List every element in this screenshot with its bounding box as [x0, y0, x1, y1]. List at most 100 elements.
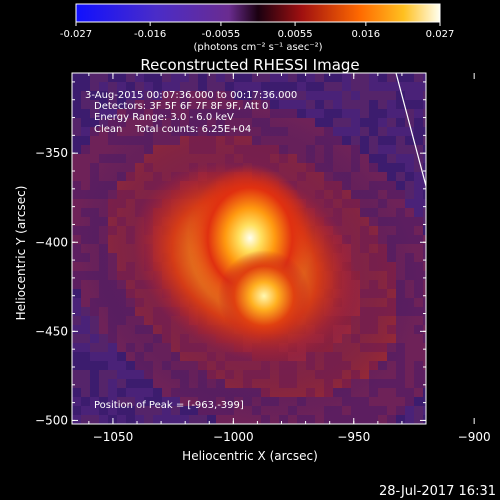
heatmap-cell — [81, 91, 90, 100]
heatmap-cell — [90, 397, 99, 406]
heatmap-cell — [333, 82, 342, 91]
heatmap-cell — [99, 118, 108, 127]
heatmap-cell — [396, 154, 405, 163]
heatmap-cell — [198, 415, 207, 424]
heatmap-cell — [423, 109, 426, 118]
heatmap-cell — [423, 253, 426, 262]
heatmap-cell — [396, 361, 405, 370]
heatmap-cell — [414, 181, 423, 190]
heatmap-cell — [342, 406, 351, 415]
heatmap-cell — [180, 406, 189, 415]
heatmap-cell — [72, 145, 81, 154]
heatmap-cell — [423, 217, 426, 226]
heatmap-cell — [369, 127, 378, 136]
heatmap-cell — [234, 73, 243, 82]
heatmap-cell — [369, 82, 378, 91]
colorbar: -0.027 -0.016 -0.0055 0.0055 0.016 0.027 (pho… — [60, 3, 454, 53]
heatmap-cell — [153, 82, 162, 91]
heatmap-cell — [423, 370, 426, 379]
heatmap-cell — [405, 379, 414, 388]
heatmap-cell — [270, 100, 279, 109]
heatmap-cell — [297, 100, 306, 109]
heatmap-cell — [324, 73, 333, 82]
heatmap-cell — [378, 145, 387, 154]
heatmap-cell — [360, 100, 369, 109]
heatmap-cell — [261, 91, 270, 100]
heatmap-cell — [414, 73, 423, 82]
heatmap-cell — [99, 136, 108, 145]
colorbar-unit-label: (photons cm⁻² s⁻¹ asec⁻²) — [193, 42, 322, 53]
heatmap-cell — [396, 379, 405, 388]
heatmap-cell — [108, 118, 117, 127]
heatmap-cell — [324, 127, 333, 136]
heatmap-cell — [207, 91, 216, 100]
heatmap-cell — [144, 91, 153, 100]
heatmap-cell — [117, 73, 126, 82]
heatmap-cell — [198, 406, 207, 415]
heatmap-cell — [72, 352, 81, 361]
heatmap-cell — [99, 82, 108, 91]
heatmap-cell — [378, 73, 387, 82]
heatmap-cell — [108, 406, 117, 415]
heatmap-cell — [108, 370, 117, 379]
heatmap-cell — [207, 82, 216, 91]
heatmap-cell — [396, 145, 405, 154]
heatmap-cell — [216, 91, 225, 100]
heatmap-cell — [90, 343, 99, 352]
heatmap-cell — [423, 136, 426, 145]
heatmap-cell — [405, 91, 414, 100]
heatmap-cell — [144, 109, 153, 118]
heatmap-cell — [108, 397, 117, 406]
heatmap-cell — [423, 280, 426, 289]
heatmap-cell — [423, 235, 426, 244]
heatmap-cell — [387, 397, 396, 406]
heatmap-cell — [414, 145, 423, 154]
heatmap-cell — [423, 334, 426, 343]
colorbar-ticks: -0.027 -0.016 -0.0055 0.0055 0.016 0.027 — [60, 22, 454, 40]
heatmap-cell — [198, 91, 207, 100]
heatmap-cell — [378, 379, 387, 388]
heatmap-cell — [414, 379, 423, 388]
heatmap-cell — [81, 379, 90, 388]
heatmap-cell — [378, 406, 387, 415]
heatmap-cell — [252, 82, 261, 91]
heatmap-cell — [72, 217, 81, 226]
heatmap-cell — [90, 415, 99, 424]
heatmap-cell — [414, 91, 423, 100]
heatmap-cell — [153, 73, 162, 82]
colorbar-gradient — [75, 3, 441, 23]
heatmap-cell — [117, 379, 126, 388]
heatmap-cell — [90, 316, 99, 325]
heatmap-cell — [387, 91, 396, 100]
heatmap-cell — [108, 109, 117, 118]
heatmap-cell — [324, 118, 333, 127]
heatmap-cell — [369, 136, 378, 145]
heatmap-cell — [423, 397, 426, 406]
heatmap-cell — [378, 118, 387, 127]
heatmap-cell — [144, 388, 153, 397]
heatmap-cell — [378, 172, 387, 181]
heatmap-cell — [387, 190, 396, 199]
heatmap-cell — [288, 73, 297, 82]
heatmap-cell — [369, 100, 378, 109]
heatmap-cell — [306, 73, 315, 82]
heatmap-cell — [126, 91, 135, 100]
heatmap-cell — [261, 100, 270, 109]
heatmap-cell — [81, 307, 90, 316]
heatmap-image — [72, 73, 426, 424]
heatmap-cell — [351, 73, 360, 82]
heatmap-cell — [162, 100, 171, 109]
heatmap-cell — [81, 127, 90, 136]
heatmap-cell — [135, 109, 144, 118]
heatmap-cell — [369, 145, 378, 154]
y-tick-label: −500 — [35, 413, 68, 427]
heatmap-cell — [405, 73, 414, 82]
heatmap-cell — [405, 352, 414, 361]
heatmap-cell — [387, 415, 396, 424]
heatmap-cell — [360, 109, 369, 118]
heatmap-cell — [360, 154, 369, 163]
heatmap-cell — [414, 325, 423, 334]
heatmap-cell — [117, 388, 126, 397]
heatmap-cell — [108, 91, 117, 100]
heatmap-cell — [405, 145, 414, 154]
